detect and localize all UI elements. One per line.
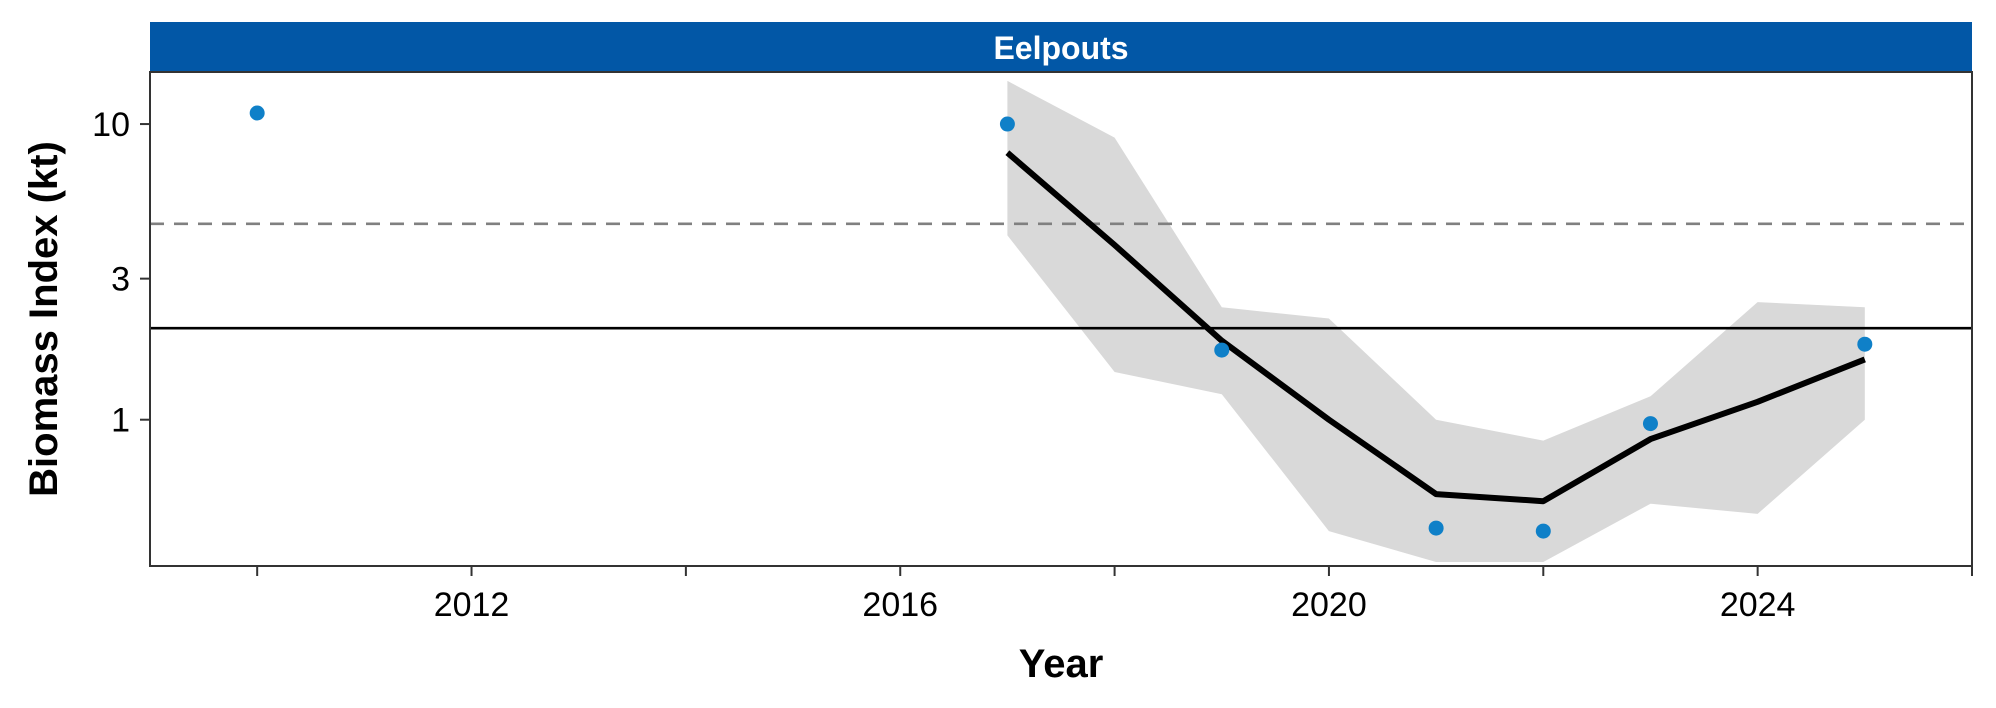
x-axis-title: Year <box>1019 642 1104 686</box>
x-tick-label: 2016 <box>862 586 938 624</box>
facet-title: Eelpouts <box>993 30 1128 66</box>
y-tick-label: 3 <box>111 261 130 299</box>
x-tick-label: 2020 <box>1291 586 1367 624</box>
observation-point <box>1857 336 1873 352</box>
x-tick-label: 2024 <box>1720 586 1796 624</box>
y-tick-label: 1 <box>111 402 130 440</box>
y-tick-label: 10 <box>92 106 130 144</box>
observation-point <box>1535 523 1551 539</box>
observation-point <box>1642 416 1658 432</box>
y-axis-title: Biomass Index (kt) <box>22 141 66 497</box>
plot-panel-border <box>149 71 1973 567</box>
fit-line <box>1005 150 1866 505</box>
observation-point <box>1214 342 1230 358</box>
facet-strip <box>150 22 1972 72</box>
observation-point <box>1428 520 1444 536</box>
observation-point <box>999 116 1015 132</box>
observation-point <box>249 105 265 121</box>
x-tick-label: 2012 <box>434 586 510 624</box>
confidence-band <box>1007 80 1865 563</box>
